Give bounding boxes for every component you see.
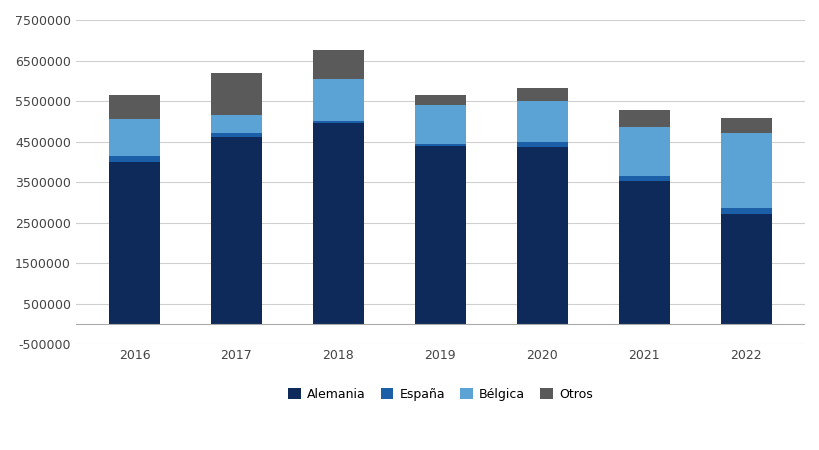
Bar [516, 147, 568, 324]
Bar [109, 119, 160, 156]
Bar [720, 134, 771, 208]
Bar [414, 144, 465, 146]
Bar [516, 142, 568, 147]
Bar [109, 156, 160, 162]
Bar [313, 79, 364, 122]
Legend: Alemania, España, Bélgica, Otros: Alemania, España, Bélgica, Otros [283, 383, 597, 406]
Bar [414, 95, 465, 105]
Bar [720, 214, 771, 324]
Bar [414, 105, 465, 144]
Bar [210, 134, 261, 138]
Bar [414, 146, 465, 324]
Bar [210, 72, 261, 115]
Bar [516, 88, 568, 101]
Bar [210, 115, 261, 134]
Bar [313, 123, 364, 324]
Bar [516, 101, 568, 142]
Bar [313, 50, 364, 79]
Bar [618, 109, 669, 127]
Bar [618, 181, 669, 324]
Bar [210, 138, 261, 324]
Bar [109, 162, 160, 324]
Bar [720, 118, 771, 134]
Bar [720, 208, 771, 214]
Bar [618, 127, 669, 176]
Bar [109, 95, 160, 119]
Bar [313, 122, 364, 123]
Bar [618, 176, 669, 181]
